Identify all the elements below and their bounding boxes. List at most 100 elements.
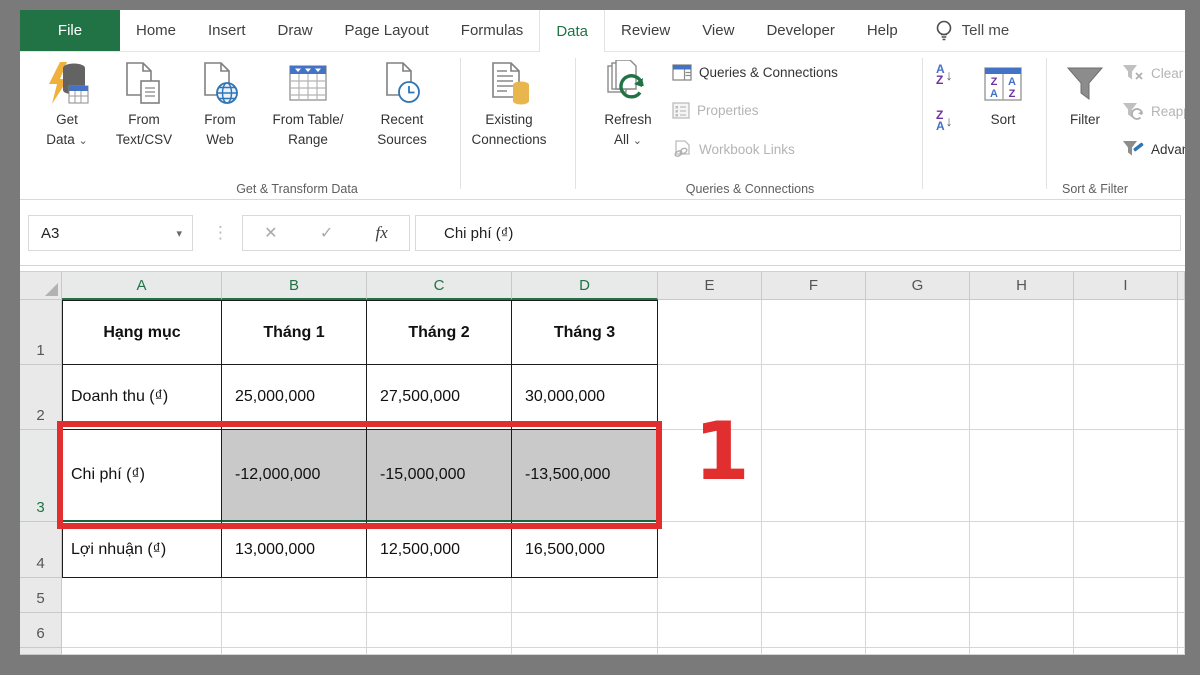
cell-h4[interactable] xyxy=(970,522,1074,578)
cell-a6[interactable] xyxy=(62,613,222,648)
tab-draw[interactable]: Draw xyxy=(277,22,313,39)
cancel-icon[interactable]: ✕ xyxy=(264,225,278,242)
cell-f6[interactable] xyxy=(762,613,866,648)
column-header-g[interactable]: G xyxy=(866,272,970,300)
cell-g1[interactable] xyxy=(866,300,970,365)
column-header-b[interactable]: B xyxy=(222,272,367,300)
cell-a1[interactable]: Hạng mục xyxy=(62,300,222,365)
column-header-e[interactable]: E xyxy=(658,272,762,300)
sort-button[interactable]: Z A A Z Sort xyxy=(975,58,1031,130)
cell-c3[interactable]: -15,000,000 xyxy=(367,430,512,522)
tab-home[interactable]: Home xyxy=(136,22,177,39)
existing-connections-button[interactable]: Existing Connections xyxy=(454,58,564,150)
cell-b2[interactable]: 25,000,000 xyxy=(222,365,367,430)
cell-a3-active[interactable]: Chi phí (₫) xyxy=(62,430,222,522)
cell-c6[interactable] xyxy=(367,613,512,648)
clear-filter-button[interactable]: Clear xyxy=(1122,64,1183,82)
from-web-button[interactable]: From Web xyxy=(188,58,252,150)
workbook-links-button[interactable]: Workbook Links xyxy=(672,140,795,158)
tab-view[interactable]: View xyxy=(702,22,735,39)
row-header-5[interactable]: 5 xyxy=(20,578,62,613)
cell-g3[interactable] xyxy=(866,430,970,522)
cell-d1[interactable]: Tháng 3 xyxy=(512,300,658,365)
tell-me-box[interactable]: Tell me xyxy=(934,10,1009,51)
cell-e1[interactable] xyxy=(658,300,762,365)
select-all-corner[interactable] xyxy=(20,272,62,300)
column-header-f[interactable]: F xyxy=(762,272,866,300)
cell-f2[interactable] xyxy=(762,365,866,430)
cell-h3[interactable] xyxy=(970,430,1074,522)
get-data-button[interactable]: Get Data ⌄ xyxy=(30,58,104,151)
cell-a4[interactable]: Lợi nhuận (₫) xyxy=(62,522,222,578)
from-table-range-button[interactable]: From Table/Range xyxy=(258,58,358,150)
cell-g5[interactable] xyxy=(866,578,970,613)
cell-e6[interactable] xyxy=(658,613,762,648)
row-header-3[interactable]: 3 xyxy=(20,430,62,522)
cell-g4[interactable] xyxy=(866,522,970,578)
tab-page-layout[interactable]: Page Layout xyxy=(344,22,429,39)
enter-icon[interactable]: ✓ xyxy=(319,225,334,242)
column-header-d[interactable]: D xyxy=(512,272,658,300)
cell-b4[interactable]: 13,000,000 xyxy=(222,522,367,578)
tab-help[interactable]: Help xyxy=(866,22,898,39)
cell-i3[interactable] xyxy=(1074,430,1178,522)
cell-e2[interactable] xyxy=(658,365,762,430)
cell-d6[interactable] xyxy=(512,613,658,648)
cell-f5[interactable] xyxy=(762,578,866,613)
cell-d4[interactable]: 16,500,000 xyxy=(512,522,658,578)
cell-c2[interactable]: 27,500,000 xyxy=(367,365,512,430)
tab-insert[interactable]: Insert xyxy=(208,22,246,39)
refresh-all-button[interactable]: Refresh All ⌄ xyxy=(592,58,664,151)
row-header-6[interactable]: 6 xyxy=(20,613,62,648)
insert-function-icon[interactable]: fx xyxy=(375,223,388,242)
cell-g6[interactable] xyxy=(866,613,970,648)
formula-input[interactable]: Chi phí (₫) xyxy=(415,215,1181,251)
cell-f3[interactable] xyxy=(762,430,866,522)
row-header-4[interactable]: 4 xyxy=(20,522,62,578)
cell-i5[interactable] xyxy=(1074,578,1178,613)
cell-h2[interactable] xyxy=(970,365,1074,430)
cell-a2[interactable]: Doanh thu (₫) xyxy=(62,365,222,430)
column-header-i[interactable]: I xyxy=(1074,272,1178,300)
cell-g2[interactable] xyxy=(866,365,970,430)
column-header-c[interactable]: C xyxy=(367,272,512,300)
cell-h6[interactable] xyxy=(970,613,1074,648)
cell-i2[interactable] xyxy=(1074,365,1178,430)
cell-e4[interactable] xyxy=(658,522,762,578)
cell-h1[interactable] xyxy=(970,300,1074,365)
row-header-2[interactable]: 2 xyxy=(20,365,62,430)
cell-e5[interactable] xyxy=(658,578,762,613)
properties-button[interactable]: Properties xyxy=(672,102,759,119)
cell-i4[interactable] xyxy=(1074,522,1178,578)
tab-formulas[interactable]: Formulas xyxy=(460,22,524,39)
cell-h5[interactable] xyxy=(970,578,1074,613)
cell-d3[interactable]: -13,500,000 xyxy=(512,430,658,522)
column-header-a[interactable]: A xyxy=(62,272,222,300)
cell-d2[interactable]: 30,000,000 xyxy=(512,365,658,430)
reapply-filter-button[interactable]: Reapply xyxy=(1122,102,1185,120)
cell-e3[interactable] xyxy=(658,430,762,522)
advanced-filter-button[interactable]: Advanced xyxy=(1122,140,1185,158)
cell-b1[interactable]: Tháng 1 xyxy=(222,300,367,365)
recent-sources-button[interactable]: Recent Sources xyxy=(362,58,442,150)
cell-c4[interactable]: 12,500,000 xyxy=(367,522,512,578)
cell-b3[interactable]: -12,000,000 xyxy=(222,430,367,522)
cell-f1[interactable] xyxy=(762,300,866,365)
tab-review[interactable]: Review xyxy=(621,22,671,39)
tab-data[interactable]: Data xyxy=(539,10,605,52)
queries-connections-button[interactable]: Queries & Connections xyxy=(672,64,838,81)
cell-i6[interactable] xyxy=(1074,613,1178,648)
name-box[interactable]: A3 ▾ xyxy=(28,215,193,251)
cell-a5[interactable] xyxy=(62,578,222,613)
cell-i1[interactable] xyxy=(1074,300,1178,365)
from-text-csv-button[interactable]: From Text/CSV xyxy=(106,58,182,150)
cell-c5[interactable] xyxy=(367,578,512,613)
column-header-h[interactable]: H xyxy=(970,272,1074,300)
tab-developer[interactable]: Developer xyxy=(766,22,835,39)
tab-file[interactable]: File xyxy=(20,10,120,51)
filter-button[interactable]: Filter xyxy=(1056,58,1114,130)
cell-f4[interactable] xyxy=(762,522,866,578)
row-header-1[interactable]: 1 xyxy=(20,300,62,365)
